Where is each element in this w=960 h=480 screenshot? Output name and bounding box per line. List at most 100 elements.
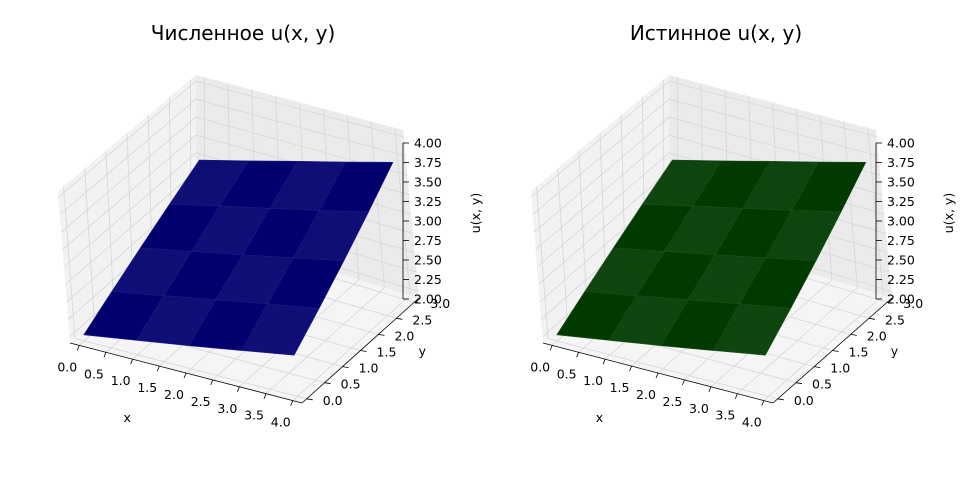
x-tick-label: 1.5 [610, 380, 630, 395]
surface-edge [111, 291, 320, 309]
x-tick [183, 372, 187, 379]
x-tick [629, 365, 632, 372]
pane-left [531, 75, 669, 343]
z-tick-label: 3.00 [887, 214, 915, 229]
surface-edge [83, 334, 295, 356]
x-tick [602, 359, 606, 365]
z-tick-label: 2.50 [414, 253, 442, 268]
y-tick-label: 2.0 [867, 328, 887, 343]
x-tick-label: 3.0 [217, 401, 237, 416]
x-tick-label: 2.0 [164, 387, 184, 402]
surface-edge [613, 247, 816, 262]
y-tick [795, 382, 803, 385]
x-tick [682, 379, 685, 386]
z-tick-label: 3.75 [414, 155, 442, 170]
x-tick-label: 3.5 [715, 408, 735, 423]
x-tick [236, 386, 240, 392]
z-tick-label: 2.00 [887, 292, 915, 307]
z-tick-label: 3.50 [414, 175, 442, 190]
pane-left [58, 75, 196, 343]
y-tick [306, 398, 313, 401]
z-tick-label: 4.00 [414, 136, 442, 151]
x-axis-label: x [123, 410, 130, 425]
x-tick-label: 1.5 [137, 380, 157, 395]
subplot-1: Численное u(x, y)0.0 0.5 1.0 1.5 2.0 2.5 3.0 3.… [57, 21, 483, 430]
z-tick-label: 3.50 [887, 175, 915, 190]
z-axis-label: u(x, y) [468, 193, 483, 233]
grid-line [60, 116, 408, 233]
x-tick-label: 3.0 [689, 401, 709, 416]
z-tick-label: 2.75 [414, 233, 442, 248]
x-tick [655, 372, 659, 379]
surface-edge [556, 334, 766, 356]
z-tick-label: 2.25 [414, 272, 442, 287]
y-tick-label: 0.0 [323, 393, 343, 408]
z-tick-label: 3.25 [414, 194, 442, 209]
y-tick-label: 0.5 [341, 377, 361, 392]
y-tick [396, 317, 403, 320]
y-tick-label: 2.5 [412, 312, 432, 327]
grid-line [58, 80, 404, 198]
surface-edge [188, 161, 298, 346]
y-tick [814, 366, 821, 368]
y-tick [414, 301, 421, 304]
z-tick-label: 3.75 [887, 155, 915, 170]
y-tick-label: 3.0 [903, 296, 923, 311]
surface-edge [765, 162, 867, 356]
surface-edge [136, 160, 249, 341]
x-tick [708, 386, 712, 392]
x-tick [290, 400, 294, 406]
z-tick-label: 2.50 [887, 253, 915, 268]
y-tick [378, 334, 385, 336]
y-tick-label: 3.0 [430, 296, 450, 311]
x-tick-label: 0.5 [84, 366, 104, 381]
x-tick-label: 4.0 [742, 415, 762, 430]
x-tick [130, 359, 134, 365]
x-tick [761, 400, 765, 406]
y-tick-label: 2.5 [885, 312, 905, 327]
surface-edge [584, 291, 791, 309]
grid-line [74, 338, 307, 400]
y-axis-label: y [419, 343, 427, 358]
y-tick [850, 334, 857, 336]
surface-patch [712, 303, 792, 356]
x-tick-label: 0.0 [57, 359, 77, 374]
chart-title: Истинное u(x, y) [630, 21, 802, 45]
surface-edge [672, 159, 866, 163]
x-tick [263, 393, 267, 399]
surface-edge [293, 162, 394, 356]
y-tick [360, 350, 367, 352]
y-tick-label: 1.5 [377, 345, 397, 360]
x-tick-label: 2.5 [191, 394, 211, 409]
x-tick-label: 0.0 [530, 359, 550, 374]
grid-line [533, 116, 881, 233]
z-tick-label: 2.75 [887, 233, 915, 248]
grid-line [59, 98, 406, 215]
y-axis-label: y [891, 343, 899, 358]
x-tick-label: 1.0 [111, 373, 131, 388]
y-tick [832, 350, 839, 352]
z-axis-label: u(x, y) [941, 193, 956, 233]
surface-edge [140, 247, 344, 262]
z-tick-label: 2.25 [887, 272, 915, 287]
x-tick-label: 4.0 [271, 415, 291, 430]
x-tick [210, 379, 214, 386]
y-tick [868, 317, 876, 320]
x-tick-label: 2.5 [663, 394, 683, 409]
z-tick-label: 3.25 [887, 194, 915, 209]
subplot-2: Истинное u(x, y)0.0 0.5 1.0 1.5 2.0 2.5 3.0 3.5… [530, 21, 956, 430]
grid-line [532, 98, 879, 215]
z-tick-label: 4.00 [887, 136, 915, 151]
x-tick-label: 2.0 [636, 387, 656, 402]
y-tick-label: 2.0 [394, 328, 414, 343]
y-tick-label: 1.0 [830, 361, 850, 376]
x-tick-label: 0.5 [557, 366, 577, 381]
z-tick-label: 3.00 [414, 214, 442, 229]
x-tick-label: 1.0 [583, 373, 603, 388]
grid-line [547, 338, 778, 400]
y-tick [324, 382, 331, 385]
surface-edge [199, 159, 393, 163]
surface-edge [241, 161, 346, 351]
y-tick-label: 1.0 [359, 361, 379, 376]
y-tick-label: 0.0 [794, 393, 814, 408]
